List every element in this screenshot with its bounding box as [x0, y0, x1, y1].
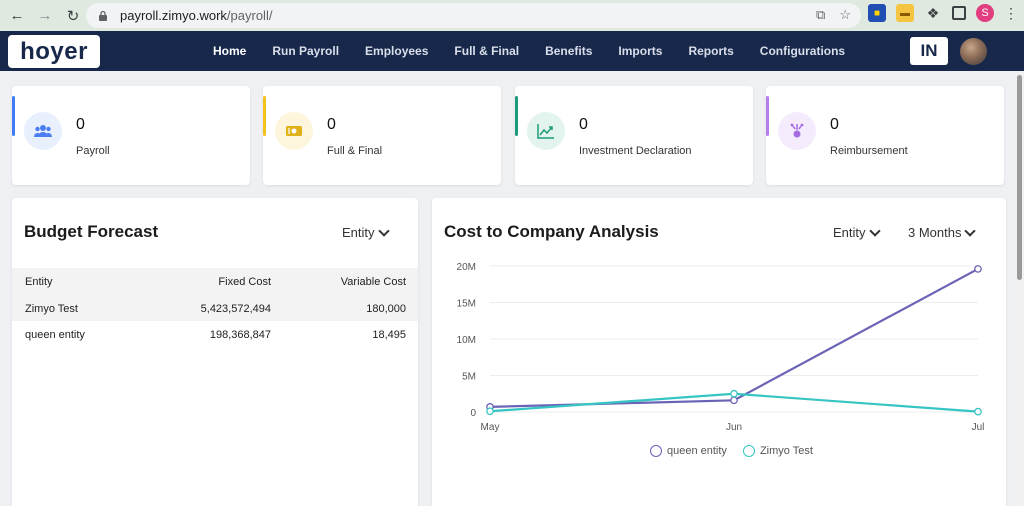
- table-row[interactable]: Zimyo Test 5,423,572,494 180,000: [12, 296, 418, 321]
- col-entity: Entity: [25, 276, 53, 288]
- y-tick-label: 15M: [457, 299, 476, 310]
- reload-icon[interactable]: ↻: [66, 7, 80, 25]
- legend-item-queen-entity[interactable]: queen entity: [650, 445, 727, 457]
- url-host: payroll.zimyo.work: [120, 8, 227, 23]
- data-point-zimyo-test[interactable]: [974, 407, 982, 416]
- legend-label: queen entity: [667, 445, 727, 457]
- x-tick-label: Jul: [972, 422, 985, 433]
- series-line-queen-entity: [489, 267, 979, 408]
- stat-label: Full & Final: [327, 145, 383, 157]
- legend-label: Zimyo Test: [759, 445, 813, 457]
- legend-marker: [650, 445, 662, 457]
- y-tick-label: 20M: [457, 262, 476, 273]
- cell-variable-cost: 18,495: [372, 329, 406, 341]
- ctc-analysis-panel: Cost to Company Analysis Entity 3 Months…: [432, 198, 1006, 506]
- stat-card-accent: [263, 96, 266, 136]
- nav-configurations[interactable]: Configurations: [759, 44, 846, 58]
- nav-run-payroll[interactable]: Run Payroll: [272, 44, 340, 58]
- user-avatar[interactable]: [960, 38, 987, 65]
- forward-icon[interactable]: →: [37, 7, 53, 24]
- profile-avatar[interactable]: S: [976, 4, 994, 22]
- cell-fixed-cost: 198,368,847: [209, 329, 271, 341]
- col-variable-cost: Variable Cost: [340, 276, 406, 288]
- budget-forecast-title: Budget Forecast: [24, 222, 159, 241]
- budget-forecast-panel: Budget Forecast Entity Entity Fixed Cost…: [12, 198, 418, 506]
- chevron-down-icon: [868, 224, 881, 237]
- stat-card-investment-declaration[interactable]: 0 Investment Declaration: [515, 86, 753, 185]
- nav-imports[interactable]: Imports: [618, 44, 663, 58]
- chart-legend: queen entity Zimyo Test: [650, 445, 813, 457]
- ctc-analysis-title: Cost to Company Analysis: [444, 222, 659, 241]
- browser-toolbar: ← → ↻ payroll.zimyo.work/payroll/ ⧉ ☆ ■ …: [0, 0, 1024, 31]
- stat-label: Payroll: [76, 145, 110, 157]
- stat-value: 0: [579, 116, 588, 133]
- y-tick-label: 5M: [462, 372, 476, 383]
- x-tick-label: May: [481, 422, 500, 433]
- sidebar-icon[interactable]: [952, 6, 966, 20]
- scrollbar-thumb[interactable]: [1017, 75, 1022, 280]
- y-tick-label: 10M: [457, 335, 476, 346]
- cell-entity: Zimyo Test: [25, 303, 78, 315]
- budget-entity-dropdown-label: Entity: [342, 225, 375, 240]
- stat-label: Reimbursement: [830, 145, 908, 157]
- stat-card-reimbursement[interactable]: 0 Reimbursement: [766, 86, 1004, 185]
- cell-entity: queen entity: [25, 329, 85, 341]
- ctc-entity-dropdown[interactable]: Entity: [833, 224, 881, 240]
- nav-home[interactable]: Home: [213, 44, 247, 58]
- trend-up-icon: [527, 112, 565, 150]
- extension-icon-1[interactable]: ■: [868, 4, 886, 22]
- data-point-queen-entity[interactable]: [974, 265, 982, 273]
- main-nav: Home Run Payroll Employees Full & Final Bene…: [200, 31, 858, 71]
- ctc-line-chart: 0 5M 10M 15M 20M May Jun Jul: [457, 262, 985, 433]
- stat-value: 0: [327, 116, 336, 133]
- x-tick-label: Jun: [726, 422, 742, 433]
- address-bar[interactable]: payroll.zimyo.work/payroll/ ⧉ ☆: [86, 3, 861, 28]
- page-scrollbar[interactable]: [1015, 71, 1024, 506]
- ctc-period-dropdown-label: 3 Months: [908, 225, 962, 240]
- nav-employees[interactable]: Employees: [365, 44, 429, 58]
- expense-icon: [778, 112, 816, 150]
- chevron-down-icon: [377, 224, 390, 237]
- legend-item-zimyo-test[interactable]: Zimyo Test: [742, 445, 813, 457]
- back-icon[interactable]: ←: [9, 7, 25, 24]
- cell-fixed-cost: 5,423,572,494: [200, 303, 271, 315]
- extension-icon-2[interactable]: ▬: [896, 4, 914, 22]
- stat-value: 0: [76, 116, 85, 133]
- table-row[interactable]: queen entity 198,368,847 18,495: [12, 322, 418, 347]
- stat-card-payroll[interactable]: 0 Payroll: [12, 86, 250, 185]
- col-fixed-cost: Fixed Cost: [218, 276, 271, 288]
- ctc-entity-dropdown-label: Entity: [833, 225, 866, 240]
- ctc-period-dropdown[interactable]: 3 Months: [908, 224, 977, 240]
- chevron-down-icon: [964, 224, 977, 237]
- cell-variable-cost: 180,000: [366, 303, 406, 315]
- legend-marker: [742, 445, 755, 457]
- data-point-queen-entity[interactable]: [730, 396, 738, 405]
- bookmark-star-icon[interactable]: ☆: [839, 7, 851, 22]
- company-logo[interactable]: hoyer: [8, 35, 100, 68]
- app-header: hoyer Home Run Payroll Employees Full & Fin…: [0, 31, 1024, 71]
- nav-reports[interactable]: Reports: [688, 44, 734, 58]
- budget-table-header: Entity Fixed Cost Variable Cost: [12, 268, 418, 296]
- budget-entity-dropdown[interactable]: Entity: [342, 224, 390, 240]
- users-icon: [24, 112, 62, 150]
- stat-card-accent: [12, 96, 15, 136]
- nav-benefits[interactable]: Benefits: [545, 44, 593, 58]
- stat-value: 0: [830, 116, 839, 133]
- stat-card-accent: [766, 96, 769, 136]
- nav-full-final[interactable]: Full & Final: [454, 44, 520, 58]
- menu-kebab-icon[interactable]: ⋮: [1004, 4, 1018, 21]
- data-point-zimyo-test[interactable]: [730, 389, 738, 398]
- y-tick-label: 0: [470, 408, 476, 419]
- stat-card-accent: [515, 96, 518, 136]
- url-path: /payroll/: [226, 8, 273, 23]
- stat-label: Investment Declaration: [579, 145, 692, 157]
- share-icon[interactable]: ⧉: [816, 7, 826, 22]
- country-badge[interactable]: IN: [910, 37, 948, 65]
- cash-icon: [275, 112, 313, 150]
- lock-icon: [98, 10, 112, 22]
- data-point-zimyo-test[interactable]: [486, 407, 494, 416]
- stat-card-full-final[interactable]: 0 Full & Final: [263, 86, 501, 185]
- puzzle-icon[interactable]: ❖: [926, 4, 940, 21]
